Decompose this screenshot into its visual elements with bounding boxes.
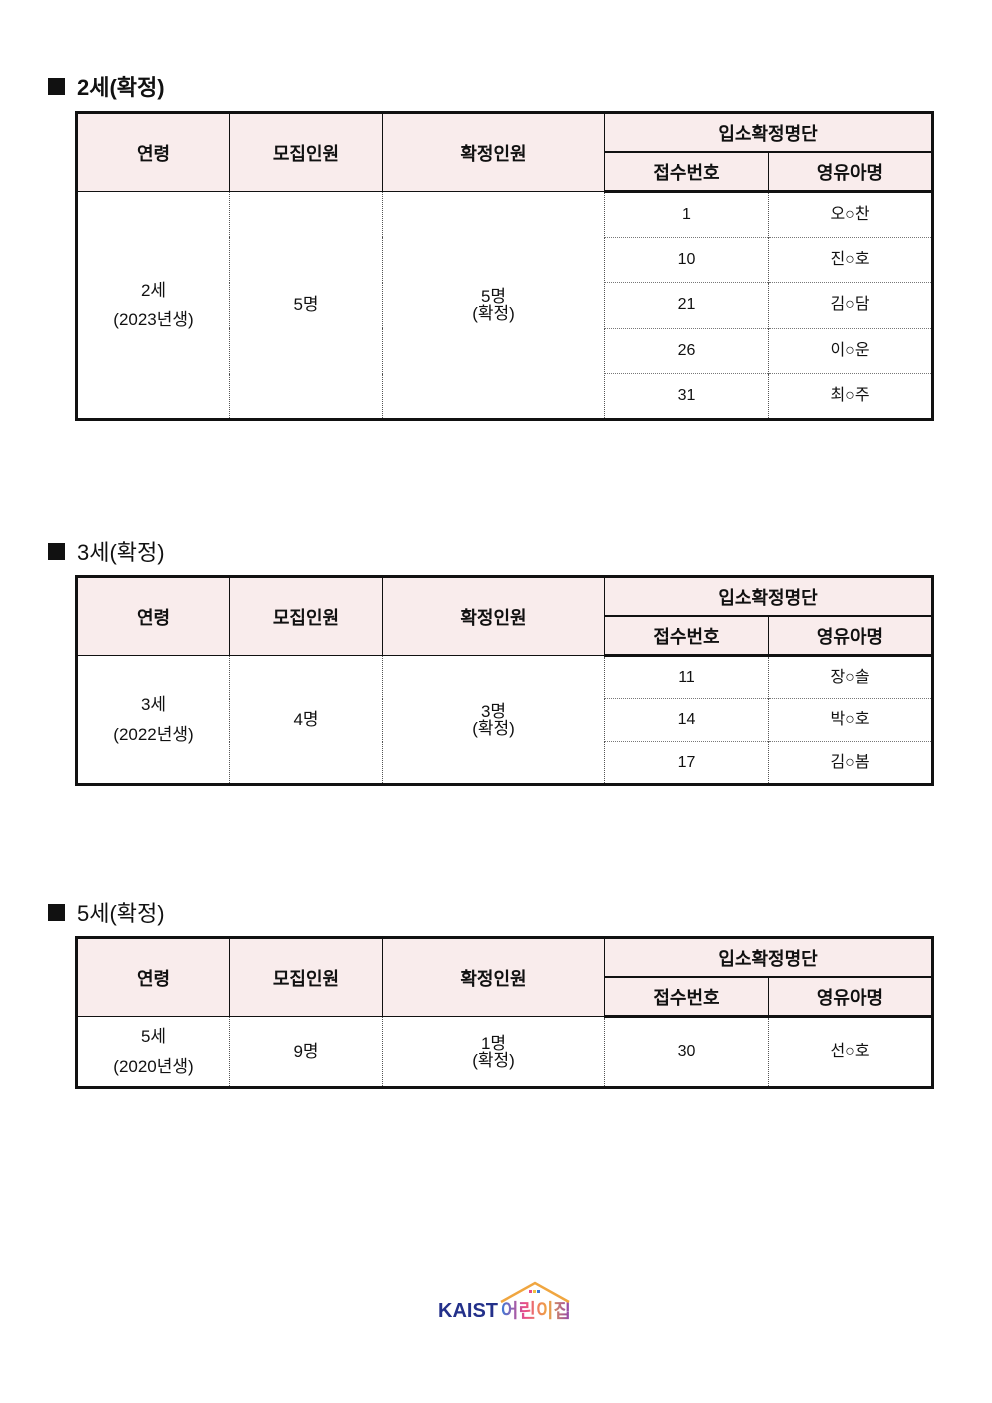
header-receipt-no: 접수번호 bbox=[604, 615, 769, 657]
header-confirmed: 확정인원 bbox=[382, 112, 605, 192]
square-bullet-icon bbox=[48, 77, 65, 95]
receipt-no: 30 bbox=[604, 1016, 769, 1088]
house-roof-icon bbox=[500, 1281, 570, 1304]
section-title: 3세(확정) bbox=[48, 535, 165, 567]
header-list: 입소확정명단 bbox=[603, 937, 934, 978]
child-name: 장○솔 bbox=[767, 655, 933, 699]
header-age: 연령 bbox=[76, 576, 230, 656]
child-name: 박○호 bbox=[767, 698, 933, 742]
header-confirmed: 확정인원 bbox=[382, 937, 605, 1017]
admission-table: 연령 모집인원 확정인원 입소확정명단 접수번호 영유아명 5세 (2020년생) … bbox=[75, 936, 935, 1089]
header-confirmed: 확정인원 bbox=[382, 576, 605, 656]
child-name: 최○주 bbox=[767, 373, 933, 420]
section-title: 2세(확정) bbox=[48, 70, 165, 102]
receipt-no: 11 bbox=[604, 655, 769, 699]
confirmed-note: (확정) bbox=[472, 718, 515, 738]
kaist-daycare-logo: KAIST 어린이집 bbox=[438, 1281, 571, 1323]
confirmed-cell: 1명 (확정) bbox=[382, 1016, 605, 1088]
receipt-no: 14 bbox=[604, 698, 769, 742]
confirmed-cell: 5명 (확정) bbox=[382, 191, 605, 420]
header-child-name: 영유아명 bbox=[767, 151, 934, 193]
age-cell: 5세 (2020년생) bbox=[76, 1016, 230, 1088]
confirmed-note: (확정) bbox=[472, 1050, 515, 1070]
child-name: 선○호 bbox=[767, 1016, 933, 1088]
square-bullet-icon bbox=[48, 903, 65, 921]
header-child-name: 영유아명 bbox=[767, 976, 934, 1018]
table-row: 26 이○운 bbox=[77, 327, 933, 374]
admission-table: 연령 모집인원 확정인원 입소확정명단 접수번호 영유아명 2세 (2023년생) … bbox=[75, 111, 935, 421]
header-recruit: 모집인원 bbox=[229, 576, 383, 656]
section-title: 5세(확정) bbox=[48, 896, 165, 928]
header-age: 연령 bbox=[76, 112, 230, 192]
child-name: 이○운 bbox=[767, 327, 933, 374]
table-row: 31 최○주 bbox=[77, 373, 933, 420]
recruit-cell: 5명 bbox=[229, 191, 383, 420]
table-row: 14 박○호 bbox=[77, 698, 933, 742]
admission-table: 연령 모집인원 확정인원 입소확정명단 접수번호 영유아명 3세 (2022년생) … bbox=[75, 575, 935, 786]
receipt-no: 31 bbox=[604, 373, 769, 420]
receipt-no: 26 bbox=[604, 327, 769, 374]
table-row: 2세 (2023년생) 5명 5명 (확정) 1 오○찬 bbox=[76, 191, 933, 420]
recruit-cell: 4명 bbox=[229, 655, 383, 785]
table-row: 21 김○담 bbox=[77, 282, 933, 329]
section-title-text: 2세(확정) bbox=[77, 75, 165, 100]
birth-year: (2022년생) bbox=[113, 724, 194, 744]
confirmed-value: 5명 bbox=[480, 286, 507, 306]
header-child-name: 영유아명 bbox=[767, 615, 934, 657]
header-recruit: 모집인원 bbox=[229, 112, 383, 192]
age-value: 3세 bbox=[140, 695, 167, 715]
confirmed-cell: 3명 (확정) bbox=[382, 655, 605, 785]
table-row: 17 김○봄 bbox=[77, 741, 933, 785]
child-name: 오○찬 bbox=[767, 191, 933, 238]
header-list: 입소확정명단 bbox=[603, 576, 934, 617]
section-title-text: 3세(확정) bbox=[77, 540, 165, 565]
square-bullet-icon bbox=[48, 542, 65, 560]
header-receipt-no: 접수번호 bbox=[604, 976, 769, 1018]
table-row: 5세 (2020년생) 9명 1명 (확정) 30 선○호 bbox=[76, 1016, 933, 1088]
header-age: 연령 bbox=[76, 937, 230, 1017]
table-row: 3세 (2022년생) 4명 3명 (확정) 11 장○솔 bbox=[76, 655, 933, 785]
recruit-cell: 9명 bbox=[229, 1016, 383, 1088]
receipt-no: 21 bbox=[604, 282, 769, 329]
age-value: 5세 bbox=[140, 1027, 167, 1047]
confirmed-value: 3명 bbox=[480, 701, 507, 721]
receipt-no: 10 bbox=[604, 236, 769, 283]
receipt-no: 1 bbox=[604, 191, 769, 238]
section-title-text: 5세(확정) bbox=[77, 901, 165, 926]
child-name: 김○봄 bbox=[767, 741, 933, 785]
birth-year: (2020년생) bbox=[113, 1056, 194, 1076]
age-value: 2세 bbox=[140, 280, 167, 300]
birth-year: (2023년생) bbox=[113, 309, 194, 329]
child-name: 김○담 bbox=[767, 282, 933, 329]
age-cell: 3세 (2022년생) bbox=[76, 655, 230, 785]
confirmed-note: (확정) bbox=[472, 303, 515, 323]
receipt-no: 17 bbox=[604, 741, 769, 785]
table-row: 10 진○호 bbox=[77, 236, 933, 283]
header-list: 입소확정명단 bbox=[603, 112, 934, 153]
age-cell: 2세 (2023년생) bbox=[76, 191, 230, 420]
header-recruit: 모집인원 bbox=[229, 937, 383, 1017]
child-name: 진○호 bbox=[767, 236, 933, 283]
header-receipt-no: 접수번호 bbox=[604, 151, 769, 193]
confirmed-value: 1명 bbox=[480, 1033, 507, 1053]
